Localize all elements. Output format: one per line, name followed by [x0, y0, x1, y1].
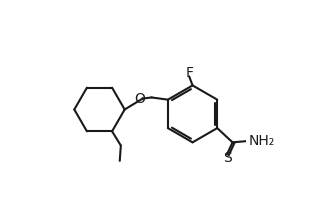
Text: NH₂: NH₂ [249, 134, 275, 148]
Text: S: S [223, 151, 231, 165]
Text: O: O [134, 92, 145, 106]
Text: F: F [185, 66, 193, 80]
